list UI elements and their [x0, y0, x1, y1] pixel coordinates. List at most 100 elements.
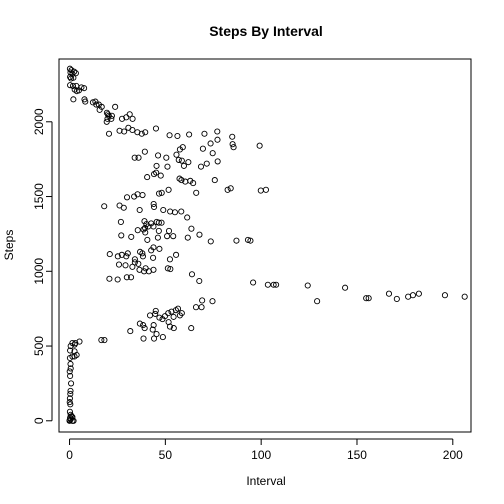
data-point	[150, 203, 158, 211]
data-point	[67, 390, 74, 397]
x-tick-label: 50	[159, 448, 173, 462]
data-point	[150, 322, 157, 329]
data-point	[304, 282, 311, 289]
data-point	[186, 131, 193, 138]
data-point	[164, 233, 171, 240]
data-point	[153, 162, 160, 169]
data-point	[164, 163, 171, 170]
data-point	[178, 208, 185, 215]
data-point	[270, 281, 277, 288]
data-point	[257, 187, 264, 194]
data-point	[128, 233, 135, 240]
data-point	[244, 236, 251, 243]
data-point	[66, 395, 73, 402]
data-point	[71, 341, 78, 348]
data-point	[163, 154, 170, 161]
data-point	[98, 337, 105, 344]
x-tick-label: 200	[443, 448, 463, 462]
plot-frame	[58, 58, 472, 433]
data-point	[135, 154, 142, 161]
data-point	[131, 259, 138, 266]
data-point	[190, 180, 197, 187]
data-point	[158, 189, 165, 196]
data-point	[160, 206, 167, 214]
data-point	[314, 298, 321, 305]
data-point	[96, 106, 103, 113]
data-point	[144, 174, 151, 181]
data-point	[230, 144, 237, 151]
data-point	[188, 271, 196, 278]
data-point	[103, 118, 110, 125]
data-point	[136, 206, 143, 214]
data-point	[166, 132, 173, 139]
data-point	[247, 237, 254, 244]
y-tick-label: 0	[32, 417, 46, 424]
data-point	[209, 150, 216, 157]
data-point	[69, 82, 77, 89]
data-point	[122, 262, 129, 269]
data-point	[180, 162, 187, 169]
data-points	[66, 65, 468, 424]
data-point	[108, 112, 115, 119]
data-point	[250, 279, 257, 286]
data-point	[199, 145, 206, 152]
data-point	[82, 98, 89, 105]
data-point	[188, 325, 195, 332]
data-point	[176, 312, 183, 319]
data-point	[153, 331, 160, 338]
data-point	[227, 185, 234, 192]
data-point	[70, 96, 77, 103]
data-point	[139, 250, 146, 257]
data-point	[131, 154, 138, 161]
data-point	[150, 254, 157, 261]
data-point	[229, 133, 236, 140]
data-point	[112, 103, 119, 110]
data-point	[273, 281, 280, 288]
data-point	[229, 141, 236, 148]
data-point	[182, 178, 189, 185]
data-point	[363, 295, 370, 302]
data-point	[441, 292, 448, 299]
data-point	[159, 334, 166, 341]
data-point	[214, 128, 221, 135]
data-point	[393, 295, 400, 303]
data-point	[119, 115, 126, 122]
data-point	[139, 253, 146, 260]
data-point	[173, 251, 180, 258]
data-point	[140, 335, 147, 342]
x-tick-label: 150	[347, 448, 367, 462]
data-point	[140, 322, 147, 329]
data-point	[365, 295, 372, 302]
data-point	[148, 220, 155, 227]
data-point	[201, 130, 208, 137]
data-point	[197, 163, 205, 170]
data-point	[67, 360, 74, 368]
data-point	[150, 266, 157, 273]
x-axis-label: Interval	[246, 474, 285, 488]
data-point	[154, 234, 161, 241]
data-point	[67, 347, 74, 354]
data-point	[214, 136, 221, 143]
data-point	[178, 177, 185, 184]
data-point	[175, 156, 182, 163]
data-point	[115, 261, 123, 268]
data-point	[114, 276, 121, 283]
data-point	[142, 265, 149, 272]
data-point	[67, 416, 74, 423]
data-point	[150, 335, 158, 342]
y-tick-label: 1000	[32, 258, 46, 285]
data-point	[157, 172, 164, 179]
data-point	[176, 175, 183, 182]
data-point	[131, 256, 138, 263]
data-point	[170, 233, 177, 240]
data-point	[66, 368, 73, 375]
data-point	[264, 281, 271, 288]
data-point	[209, 298, 216, 305]
data-point	[153, 218, 160, 225]
data-point	[146, 312, 154, 319]
x-axis: 0 50 100 150 200	[66, 438, 463, 462]
data-point	[108, 115, 115, 122]
data-point	[121, 128, 128, 135]
x-tick-label: 0	[66, 448, 73, 462]
data-point	[138, 130, 145, 137]
